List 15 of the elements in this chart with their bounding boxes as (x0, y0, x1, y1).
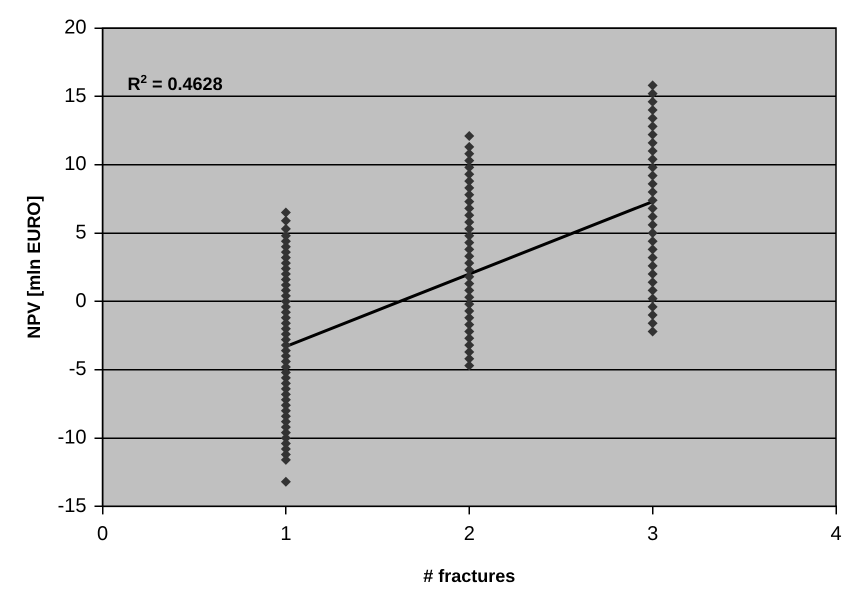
x-tick-label: 1 (280, 522, 292, 545)
y-tick-label: 15 (64, 84, 87, 107)
x-tick-label: 2 (464, 522, 475, 545)
y-axis-title: NPV [mln EURO] (24, 196, 44, 339)
x-axis-title: # fractures (423, 566, 516, 586)
x-tick-label: 4 (830, 522, 842, 545)
x-tick-label: 0 (96, 522, 108, 545)
y-tick-label: -5 (68, 358, 87, 380)
y-tick-label: -15 (58, 494, 87, 517)
y-tick-label: 10 (64, 153, 87, 176)
y-tick-label: 0 (75, 290, 87, 312)
y-tick-label: -10 (58, 426, 87, 449)
x-tick-label: 3 (647, 522, 658, 545)
y-tick-label: 20 (64, 16, 87, 39)
y-tick-label: 5 (75, 222, 87, 244)
